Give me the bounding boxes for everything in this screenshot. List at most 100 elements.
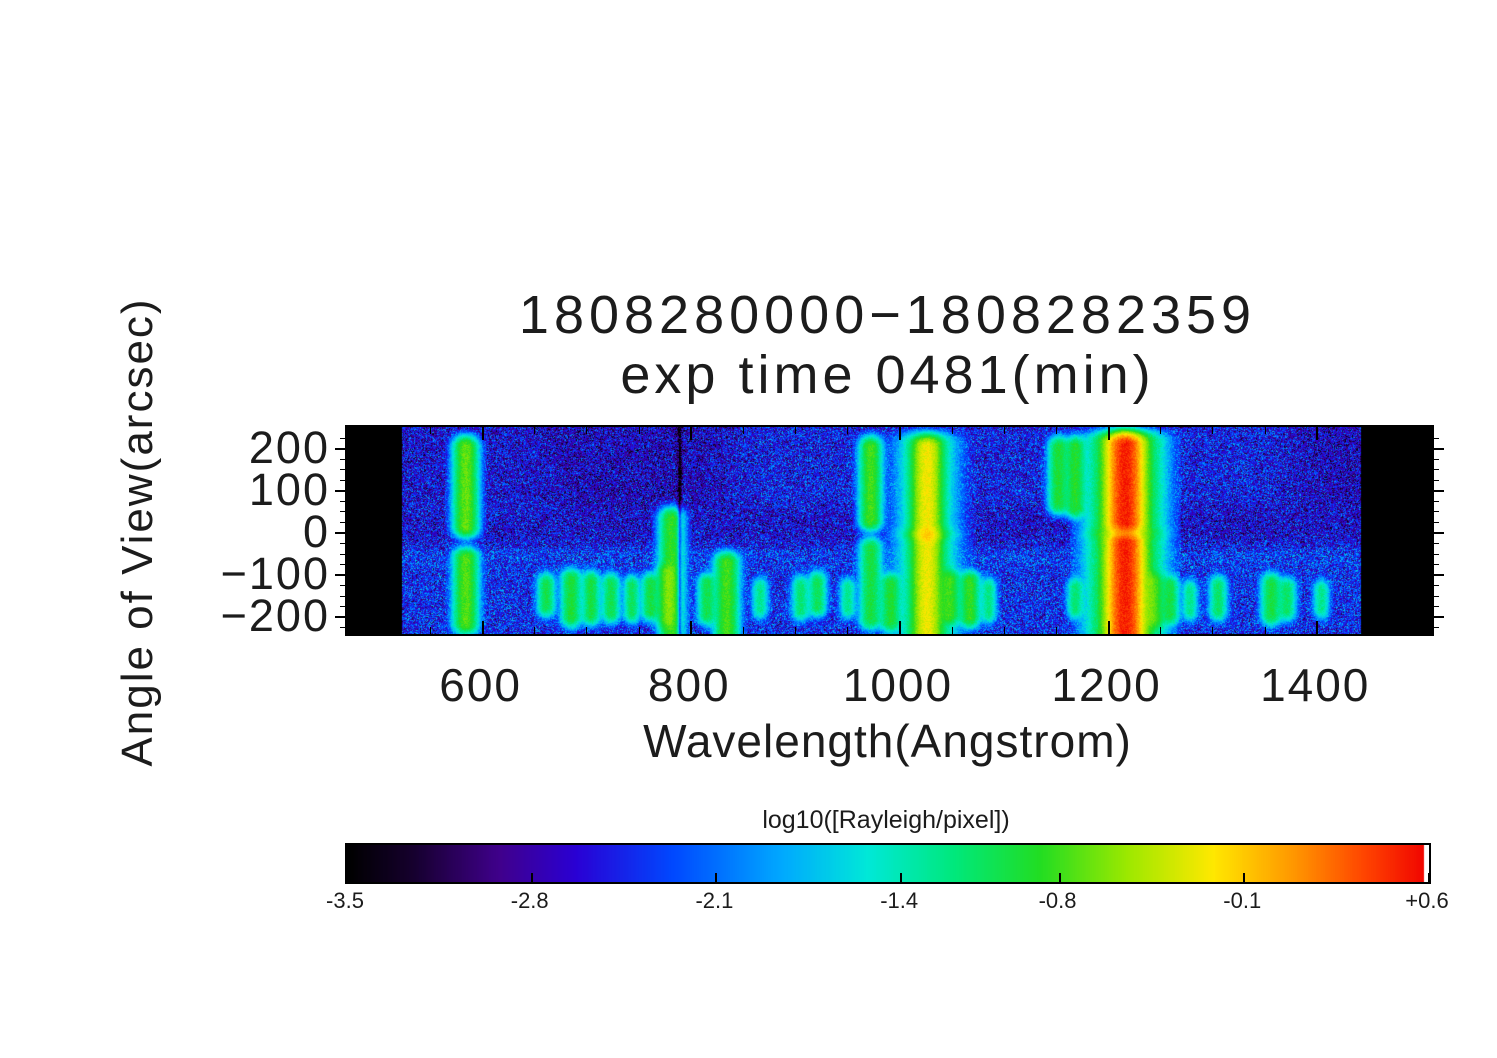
x-minor-tick bbox=[1421, 427, 1422, 434]
y-minor-tick bbox=[340, 543, 347, 544]
x-minor-tick bbox=[952, 427, 953, 434]
x-major-tick bbox=[690, 621, 692, 634]
y-minor-tick bbox=[340, 596, 347, 597]
x-major-tick bbox=[1108, 621, 1110, 634]
colorbar-tick-label: -3.5 bbox=[295, 888, 395, 914]
colorbar-tick-label: -1.4 bbox=[849, 888, 949, 914]
x-minor-tick bbox=[534, 627, 535, 634]
y-minor-tick bbox=[340, 627, 347, 628]
y-major-tick bbox=[335, 490, 347, 492]
x-minor-tick bbox=[1004, 427, 1005, 434]
y-minor-tick bbox=[1432, 543, 1439, 544]
x-minor-tick bbox=[586, 627, 587, 634]
x-minor-tick bbox=[1160, 427, 1161, 434]
y-minor-tick bbox=[340, 438, 347, 439]
x-minor-tick bbox=[586, 427, 587, 434]
y-minor-tick bbox=[340, 585, 347, 586]
y-minor-tick bbox=[340, 522, 347, 523]
colorbar-tick bbox=[346, 873, 348, 882]
y-major-tick bbox=[1432, 448, 1444, 450]
x-minor-tick bbox=[639, 427, 640, 434]
y-minor-tick bbox=[1432, 501, 1439, 502]
y-minor-tick bbox=[340, 554, 347, 555]
colorbar-tick-label: -2.1 bbox=[664, 888, 764, 914]
colorbar-tick bbox=[1428, 873, 1430, 882]
x-major-tick bbox=[1316, 427, 1318, 440]
colorbar-tick bbox=[900, 873, 902, 882]
colorbar-tick bbox=[715, 873, 717, 882]
x-minor-tick bbox=[1421, 627, 1422, 634]
colorbar-tick bbox=[1059, 873, 1061, 882]
y-minor-tick bbox=[1432, 459, 1439, 460]
x-tick-label: 800 bbox=[589, 658, 789, 712]
y-minor-tick bbox=[1432, 585, 1439, 586]
x-minor-tick bbox=[534, 427, 535, 434]
x-minor-tick bbox=[1369, 627, 1370, 634]
colorbar-label: log10([Rayleigh/pixel]) bbox=[345, 806, 1427, 835]
y-major-tick bbox=[335, 448, 347, 450]
y-minor-tick bbox=[1432, 438, 1439, 439]
x-minor-tick bbox=[1265, 427, 1266, 434]
y-minor-tick bbox=[1432, 606, 1439, 607]
y-minor-tick bbox=[340, 501, 347, 502]
axis-ticks bbox=[347, 427, 1432, 634]
y-major-tick bbox=[1432, 616, 1444, 618]
x-minor-tick bbox=[1160, 627, 1161, 634]
x-minor-tick bbox=[847, 427, 848, 434]
y-tick-label: −200 bbox=[118, 590, 330, 642]
x-tick-label: 1400 bbox=[1215, 658, 1415, 712]
y-minor-tick bbox=[340, 564, 347, 565]
y-minor-tick bbox=[1432, 469, 1439, 470]
x-tick-label: 600 bbox=[381, 658, 581, 712]
x-minor-tick bbox=[952, 627, 953, 634]
y-major-tick bbox=[1432, 574, 1444, 576]
y-major-tick bbox=[335, 574, 347, 576]
y-minor-tick bbox=[1432, 596, 1439, 597]
y-minor-tick bbox=[1432, 522, 1439, 523]
x-minor-tick bbox=[378, 627, 379, 634]
colorbar-tick-label: -0.8 bbox=[1008, 888, 1108, 914]
x-major-tick bbox=[690, 427, 692, 440]
y-minor-tick bbox=[1432, 554, 1439, 555]
x-minor-tick bbox=[1056, 627, 1057, 634]
y-major-tick bbox=[335, 616, 347, 618]
x-major-tick bbox=[899, 427, 901, 440]
y-major-tick bbox=[1432, 490, 1444, 492]
x-minor-tick bbox=[430, 427, 431, 434]
x-major-tick bbox=[482, 621, 484, 634]
x-major-tick bbox=[482, 427, 484, 440]
y-minor-tick bbox=[1432, 564, 1439, 565]
colorbar-tick bbox=[531, 873, 533, 882]
x-minor-tick bbox=[1369, 427, 1370, 434]
x-tick-label: 1200 bbox=[1007, 658, 1207, 712]
plot-title: 1808280000−1808282359 bbox=[345, 284, 1430, 346]
x-minor-tick bbox=[1056, 427, 1057, 434]
x-minor-tick bbox=[430, 627, 431, 634]
x-minor-tick bbox=[1004, 627, 1005, 634]
x-minor-tick bbox=[743, 627, 744, 634]
x-minor-tick bbox=[378, 427, 379, 434]
colorbar-tick-label: -0.1 bbox=[1192, 888, 1292, 914]
x-major-tick bbox=[899, 621, 901, 634]
x-minor-tick bbox=[795, 427, 796, 434]
x-minor-tick bbox=[795, 627, 796, 634]
x-tick-label: 1000 bbox=[798, 658, 998, 712]
colorbar-gradient bbox=[347, 845, 1429, 882]
spectrogram-figure: 1808280000−1808282359 exp time 0481(min)… bbox=[0, 0, 1497, 1058]
colorbar-tick-label: +0.6 bbox=[1377, 888, 1477, 914]
y-minor-tick bbox=[340, 469, 347, 470]
y-minor-tick bbox=[340, 459, 347, 460]
x-minor-tick bbox=[743, 427, 744, 434]
y-minor-tick bbox=[1432, 480, 1439, 481]
x-axis-label: Wavelength(Angstrom) bbox=[345, 714, 1430, 768]
y-major-tick bbox=[335, 532, 347, 534]
plot-subtitle: exp time 0481(min) bbox=[345, 344, 1430, 406]
x-minor-tick bbox=[1265, 627, 1266, 634]
x-minor-tick bbox=[847, 627, 848, 634]
x-minor-tick bbox=[1212, 627, 1213, 634]
colorbar-tick bbox=[1243, 873, 1245, 882]
y-minor-tick bbox=[340, 480, 347, 481]
colorbar-tick-label: -2.8 bbox=[480, 888, 580, 914]
x-minor-tick bbox=[1212, 427, 1213, 434]
y-minor-tick bbox=[340, 606, 347, 607]
